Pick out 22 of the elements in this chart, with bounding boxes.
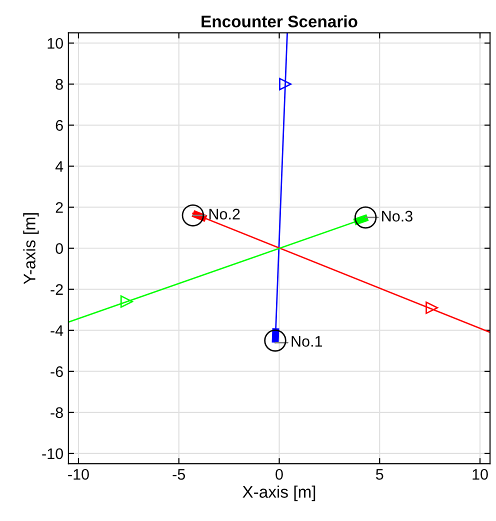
- x-axis-title: X-axis [m]: [242, 486, 316, 502]
- x-tick-label: -10: [68, 468, 89, 480]
- y-tick-label: 10: [48, 38, 63, 49]
- y-tick-label: 0: [56, 243, 63, 254]
- y-axis-title: Y-axis [m]: [23, 213, 39, 284]
- y-tick-label: 6: [56, 120, 63, 131]
- y-tick-label: 4: [55, 161, 64, 172]
- x-tick-label: 5: [376, 469, 384, 480]
- y-tick-label: 8: [56, 78, 63, 90]
- annotation: No.1: [292, 336, 322, 347]
- x-tick-label: 0: [276, 468, 283, 480]
- annotation: No.2: [209, 208, 240, 220]
- y-tick-label: -6: [50, 366, 63, 378]
- y-tick-label: 2: [56, 202, 63, 213]
- y-tick-label: -2: [50, 284, 63, 295]
- x-tick-label: 10: [472, 468, 488, 480]
- y-tick-label: -4: [50, 325, 64, 336]
- y-tick-label: -8: [50, 407, 63, 418]
- chart-title: Encounter Scenario: [202, 15, 358, 28]
- x-tick-label: -5: [172, 469, 186, 480]
- annotation: No.3: [382, 210, 412, 222]
- y-tick-label: -10: [42, 448, 63, 460]
